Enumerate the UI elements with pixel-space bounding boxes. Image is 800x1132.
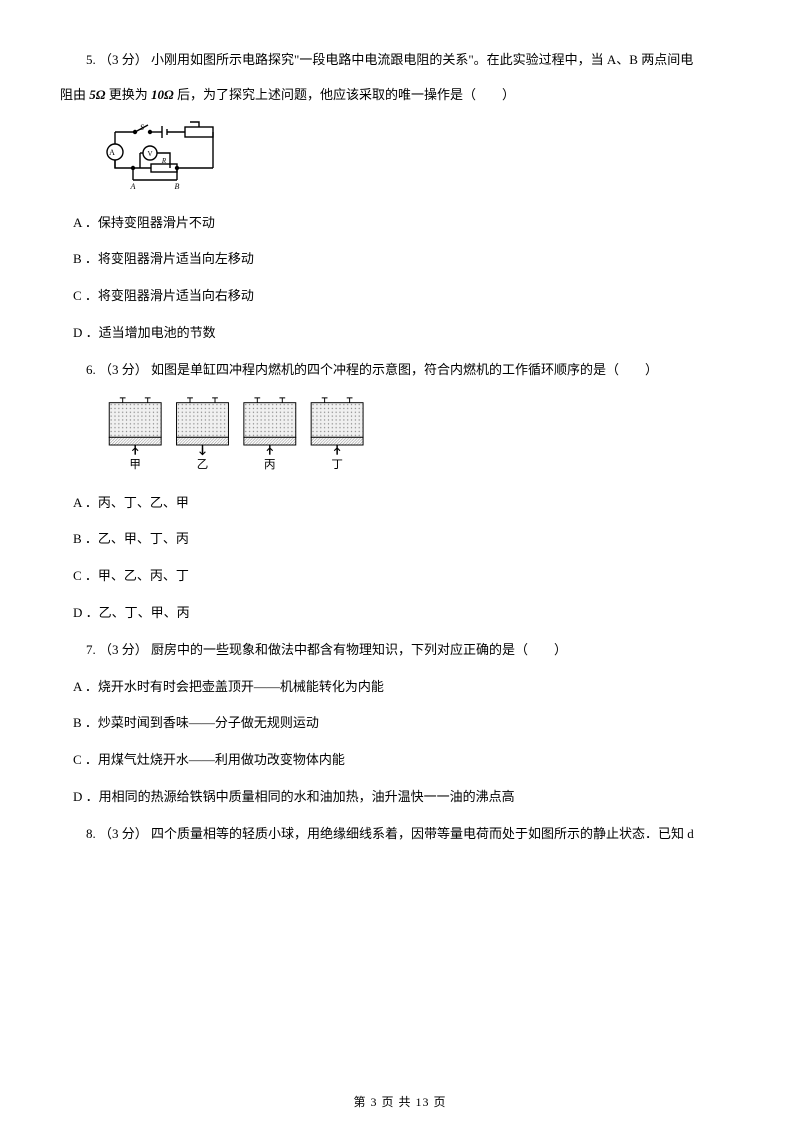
q8-points: （3 分） (99, 826, 148, 841)
q6-option-c: C ．甲、乙、丙、丁 (60, 566, 740, 587)
q5-stem-line1: 5. （3 分） 小刚用如图所示电路探究"一段电路中电流跟电阻的关系"。在此实验… (60, 50, 740, 71)
q6-points: （3 分） (99, 362, 148, 377)
ammeter-label: A (109, 148, 115, 157)
q7-number: 7. (86, 642, 96, 657)
q8-stem: 8. （3 分） 四个质量相等的轻质小球，用绝缘细线系着，因带等量电荷而处于如图… (60, 824, 740, 845)
q5-stem-part1: 小刚用如图所示电路探究"一段电路中电流跟电阻的关系"。在此实验过程中，当 A、B… (151, 52, 693, 67)
q5-points: （3 分） (99, 52, 148, 67)
circuit-diagram-icon: S A V R A B (100, 120, 220, 190)
voltmeter-label: V (147, 150, 152, 158)
q5-l2a: 阻由 (60, 87, 89, 102)
q6-stem: 6. （3 分） 如图是单缸四冲程内燃机的四个冲程的示意图，符合内燃机的工作循环… (60, 360, 740, 381)
footer-b: 页 共 (377, 1095, 415, 1109)
q6-stem-text: 如图是单缸四冲程内燃机的四个冲程的示意图，符合内燃机的工作循环顺序的是（ ） (151, 362, 658, 377)
q7-option-c: C ．用煤气灶烧开水——利用做功改变物体内能 (60, 750, 740, 771)
q6-number: 6. (86, 362, 96, 377)
cyl-label-b: 乙 (197, 458, 209, 470)
q5-r2: 10Ω (151, 87, 174, 102)
q5-option-a: A ．保持变阻器滑片不动 (60, 213, 740, 234)
terminal-a-label: A (130, 182, 136, 190)
q7-option-d: D ．用相同的热源给铁锅中质量相同的水和油加热，油升温快一一油的沸点高 (60, 787, 740, 808)
q7-stem-text: 厨房中的一些现象和做法中都含有物理知识，下列对应正确的是（ ） (151, 642, 567, 657)
q8-number: 8. (86, 826, 99, 841)
footer-a: 第 (353, 1095, 370, 1109)
q6-option-d: D ．乙、丁、甲、丙 (60, 603, 740, 624)
q5-r1: 5Ω (89, 87, 105, 102)
q5-l2b: 更换为 (105, 87, 151, 102)
q7-stem: 7. （3 分） 厨房中的一些现象和做法中都含有物理知识，下列对应正确的是（ ） (60, 640, 740, 661)
q5-stem-line2: 阻由 5Ω 更换为 10Ω 后，为了探究上述问题，他应该采取的唯一操作是（ ） (60, 85, 740, 106)
q5-option-b: B ．将变阻器滑片适当向左移动 (60, 249, 740, 270)
q5-l2c: 后，为了探究上述问题，他应该采取的唯一操作是（ ） (174, 87, 515, 102)
page-footer: 第 3 页 共 13 页 (0, 1093, 800, 1110)
q6-engine-figure: 甲 乙 丙 丁 (100, 395, 740, 475)
footer-c: 页 (430, 1095, 447, 1109)
cyl-label-d: 丁 (331, 459, 343, 470)
q7-option-b: B ．炒菜时闻到香味——分子做无规则运动 (60, 713, 740, 734)
q5-number: 5. (86, 52, 96, 67)
footer-total: 13 (416, 1095, 430, 1109)
q7-option-a: A ．烧开水时有时会把壶盖顶开——机械能转化为内能 (60, 677, 740, 698)
cyl-label-a: 甲 (129, 459, 141, 470)
terminal-b-label: B (175, 182, 180, 190)
q5-option-c: C ．将变阻器滑片适当向右移动 (60, 286, 740, 307)
q7-points: （3 分） (99, 642, 148, 657)
cyl-label-c: 丙 (264, 459, 276, 470)
resistor-label: R (161, 157, 167, 165)
switch-label: S (140, 123, 144, 132)
q6-option-a: A ．丙、丁、乙、甲 (60, 493, 740, 514)
q5-circuit-figure: S A V R A B (100, 120, 740, 195)
q6-option-b: B ．乙、甲、丁、丙 (60, 529, 740, 550)
q8-stem-text: 四个质量相等的轻质小球，用绝缘细线系着，因带等量电荷而处于如图所示的静止状态．已… (151, 826, 694, 841)
q5-option-d: D ．适当增加电池的节数 (60, 323, 740, 344)
engine-diagram-icon: 甲 乙 丙 丁 (100, 395, 380, 470)
